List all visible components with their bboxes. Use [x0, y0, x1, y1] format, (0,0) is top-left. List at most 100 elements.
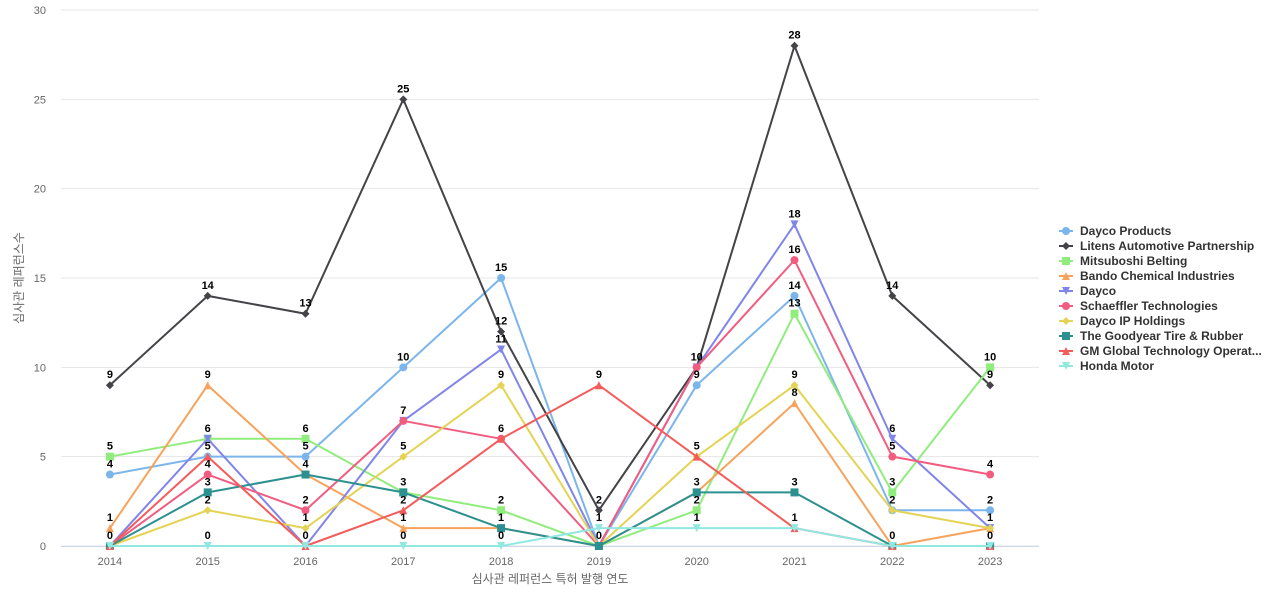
data-point[interactable] [105, 524, 114, 533]
series-line[interactable] [109, 223, 991, 547]
legend-symbol[interactable] [1062, 362, 1070, 370]
data-point[interactable] [301, 452, 310, 461]
legend-item[interactable]: Dayco [1059, 284, 1116, 298]
series-line[interactable] [109, 473, 991, 547]
legend-symbol[interactable] [1062, 257, 1070, 265]
series-line[interactable] [109, 384, 991, 547]
data-point[interactable] [986, 381, 995, 390]
data-point[interactable] [986, 524, 995, 533]
legend-item[interactable]: Bando Chemical Industries [1059, 269, 1235, 283]
data-point[interactable] [203, 488, 212, 497]
data-point[interactable] [888, 542, 897, 550]
data-point[interactable] [594, 524, 603, 533]
data-point[interactable] [301, 309, 310, 318]
data-point[interactable] [203, 506, 212, 515]
data-point[interactable] [203, 381, 212, 390]
data-point[interactable] [497, 274, 506, 282]
data-point[interactable] [888, 291, 897, 300]
legend-symbol[interactable] [1062, 332, 1070, 340]
data-point[interactable] [399, 363, 408, 372]
data-point[interactable] [986, 542, 995, 550]
legend-symbol[interactable] [1062, 347, 1070, 355]
data-point[interactable] [399, 488, 408, 497]
legend-item[interactable]: Honda Motor [1059, 359, 1154, 373]
legend-item[interactable]: The Goodyear Tire & Rubber [1059, 329, 1243, 343]
data-point[interactable] [301, 524, 310, 533]
legend-symbol[interactable] [1062, 302, 1070, 310]
data-point[interactable] [692, 524, 701, 533]
data-point[interactable] [497, 542, 506, 550]
data-point[interactable] [105, 542, 114, 550]
data-label: 2 [889, 494, 895, 506]
data-point[interactable] [301, 434, 310, 443]
data-point[interactable] [888, 434, 897, 443]
data-point[interactable] [790, 309, 799, 318]
data-point[interactable] [790, 291, 799, 300]
legend-symbol[interactable] [1062, 242, 1070, 250]
legend-item[interactable]: Dayco IP Holdings [1059, 314, 1185, 328]
data-point[interactable] [399, 542, 408, 550]
data-point[interactable] [497, 506, 506, 515]
data-label: 7 [400, 405, 406, 417]
legend-item[interactable]: Litens Automotive Partnership [1059, 239, 1254, 253]
data-point[interactable] [594, 381, 603, 390]
data-point[interactable] [399, 524, 408, 533]
legend-label: GM Global Technology Operat... [1080, 344, 1262, 358]
data-point[interactable] [790, 524, 799, 533]
data-point[interactable] [888, 452, 897, 461]
data-point[interactable] [105, 381, 114, 390]
data-point[interactable] [497, 434, 506, 443]
legend-symbol[interactable] [1062, 272, 1070, 280]
data-point[interactable] [203, 452, 212, 461]
data-point[interactable] [692, 363, 701, 372]
data-point[interactable] [790, 381, 799, 390]
data-point[interactable] [203, 434, 212, 443]
series-line[interactable] [109, 44, 991, 512]
legend-item[interactable]: Dayco Products [1059, 224, 1172, 238]
data-point[interactable] [986, 470, 995, 479]
data-point[interactable] [888, 488, 897, 497]
data-label: 5 [400, 441, 406, 453]
data-point[interactable] [399, 506, 408, 515]
data-point[interactable] [399, 95, 408, 104]
data-point[interactable] [594, 542, 603, 550]
data-point[interactable] [203, 470, 212, 479]
data-point[interactable] [790, 41, 799, 50]
legend-item[interactable]: Mitsuboshi Belting [1059, 254, 1187, 268]
data-point[interactable] [497, 345, 506, 354]
data-point[interactable] [301, 470, 310, 479]
series-line[interactable] [109, 312, 991, 547]
data-point[interactable] [986, 363, 995, 372]
legend-symbol[interactable] [1062, 317, 1070, 325]
data-point[interactable] [790, 488, 799, 497]
data-point[interactable] [203, 542, 212, 550]
data-point[interactable] [301, 506, 310, 515]
data-point[interactable] [790, 256, 799, 265]
data-label: 2 [400, 494, 406, 506]
data-point[interactable] [692, 506, 701, 515]
data-point[interactable] [986, 506, 995, 515]
data-point[interactable] [497, 524, 506, 533]
legend-symbol[interactable] [1062, 227, 1070, 235]
legend-item[interactable]: Schaeffler Technologies [1059, 299, 1218, 313]
data-point[interactable] [692, 488, 701, 497]
data-point[interactable] [790, 220, 799, 229]
data-point[interactable] [301, 542, 310, 550]
data-point[interactable] [888, 506, 897, 515]
data-point[interactable] [399, 452, 408, 461]
data-point[interactable] [790, 399, 799, 408]
legend-symbol[interactable] [1062, 287, 1070, 295]
data-point[interactable] [399, 416, 408, 425]
data-point[interactable] [692, 381, 701, 390]
legend-label: The Goodyear Tire & Rubber [1080, 329, 1243, 343]
data-point[interactable] [105, 470, 114, 479]
data-point[interactable] [497, 327, 506, 336]
data-point[interactable] [497, 381, 506, 390]
data-point[interactable] [105, 452, 114, 461]
series-line[interactable] [109, 527, 991, 547]
data-point[interactable] [692, 452, 701, 461]
series-line[interactable] [109, 259, 991, 547]
legend-item[interactable]: GM Global Technology Operat... [1059, 344, 1262, 358]
data-point[interactable] [594, 506, 603, 515]
data-point[interactable] [203, 291, 212, 300]
